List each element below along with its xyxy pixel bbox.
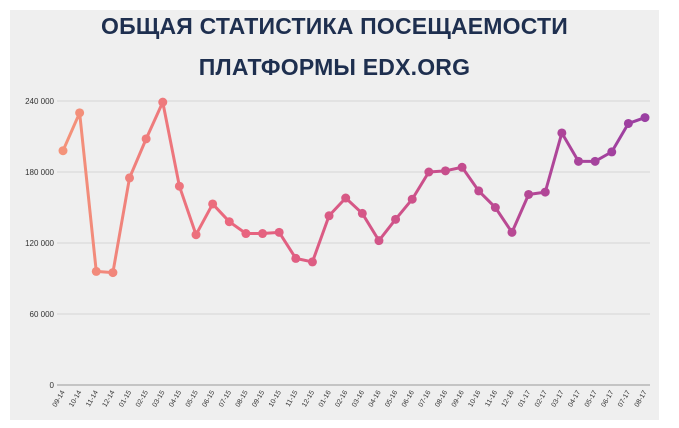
data-point (208, 199, 218, 209)
x-tick-label: 11-14 (85, 389, 100, 408)
x-tick-label: 02-15 (135, 389, 150, 408)
x-tick-label: 04-15 (168, 389, 183, 408)
data-point (490, 203, 500, 212)
x-tick-label: 09-14 (52, 389, 67, 408)
data-point (291, 253, 301, 263)
data-point (357, 208, 367, 218)
data-point (58, 146, 68, 156)
data-point (607, 147, 617, 157)
x-tick-label: 12-16 (501, 389, 516, 408)
y-tick-label: 180 000 (25, 168, 54, 177)
x-tick-label: 07-17 (617, 389, 632, 408)
data-point (324, 211, 334, 221)
x-tick-label: 06-15 (201, 389, 216, 408)
x-tick-label: 04-17 (567, 389, 582, 408)
x-tick-label: 09-16 (451, 389, 466, 408)
x-tick-label: 10-15 (268, 389, 283, 408)
x-tick-label: 05-16 (384, 389, 399, 408)
data-point (440, 166, 450, 176)
x-tick-label: 11-16 (484, 389, 499, 408)
x-tick-label: 01-16 (318, 389, 333, 408)
x-tick-label: 10-14 (68, 389, 83, 408)
x-tick-label: 06-17 (600, 389, 615, 408)
data-point (258, 229, 268, 239)
chart-subtitle: ПЛАТФОРМЫ EDX.ORG (198, 54, 471, 80)
data-point (457, 162, 467, 172)
data-point (573, 156, 583, 166)
y-tick-label: 120 000 (25, 239, 54, 248)
y-tick-label: 0 (50, 381, 55, 390)
data-point (640, 113, 650, 123)
x-tick-label: 12-14 (102, 389, 117, 408)
data-point (424, 167, 434, 177)
x-tick-label: 10-16 (467, 389, 482, 408)
data-point (191, 230, 201, 240)
x-tick-label: 07-15 (218, 389, 233, 408)
y-tick-label: 60 000 (30, 310, 55, 319)
x-tick-label: 07-16 (418, 389, 433, 408)
data-point (590, 156, 600, 166)
x-tick-label: 02-17 (534, 389, 549, 408)
x-tick-label: 08-16 (434, 389, 449, 408)
series-line (61, 100, 646, 275)
y-axis: 0 60 000 120 000 180 000 240 000 (25, 97, 54, 390)
data-point (174, 181, 184, 191)
data-point (125, 173, 135, 183)
data-point (158, 97, 168, 107)
data-point (307, 257, 317, 267)
x-tick-label: 01-15 (118, 389, 133, 408)
x-axis: 09-14 10-14 11-14 12-14 01-15 02-15 03-15 04-15… (52, 389, 649, 408)
x-tick-label: 05-15 (185, 389, 200, 408)
data-point (141, 134, 151, 144)
x-tick-label: 03-16 (351, 389, 366, 408)
x-tick-label: 06-16 (401, 389, 416, 408)
data-point (623, 118, 633, 128)
x-tick-label: 12-15 (301, 389, 316, 408)
data-point (224, 217, 234, 227)
x-tick-label: 02-16 (334, 389, 349, 408)
x-tick-label: 03-17 (551, 389, 566, 408)
data-point (524, 189, 534, 199)
x-tick-label: 08-17 (634, 389, 649, 408)
data-point (557, 128, 567, 138)
x-tick-label: 09-15 (251, 389, 266, 408)
data-point (507, 227, 517, 237)
data-points (58, 97, 650, 278)
x-tick-label: 08-15 (235, 389, 250, 408)
data-point (241, 229, 251, 239)
data-point (407, 194, 417, 204)
x-tick-label: 05-17 (584, 389, 599, 408)
data-point (91, 266, 101, 276)
x-tick-label: 03-15 (151, 389, 166, 408)
data-point (108, 268, 118, 278)
grid-lines (57, 100, 650, 386)
data-point (374, 236, 384, 246)
chart-background (10, 10, 659, 420)
data-point (474, 186, 484, 196)
data-point (341, 193, 351, 203)
data-point (274, 227, 284, 237)
data-point (540, 187, 550, 197)
x-tick-label: 11-15 (285, 389, 300, 408)
data-point (75, 108, 85, 118)
data-point (391, 214, 401, 224)
x-tick-label: 01-17 (517, 389, 532, 408)
x-tick-label: 04-16 (368, 389, 383, 408)
chart-title: ОБЩАЯ СТАТИСТИКА ПОСЕЩАЕМОСТИ (101, 13, 568, 39)
y-tick-label: 240 000 (25, 97, 54, 106)
